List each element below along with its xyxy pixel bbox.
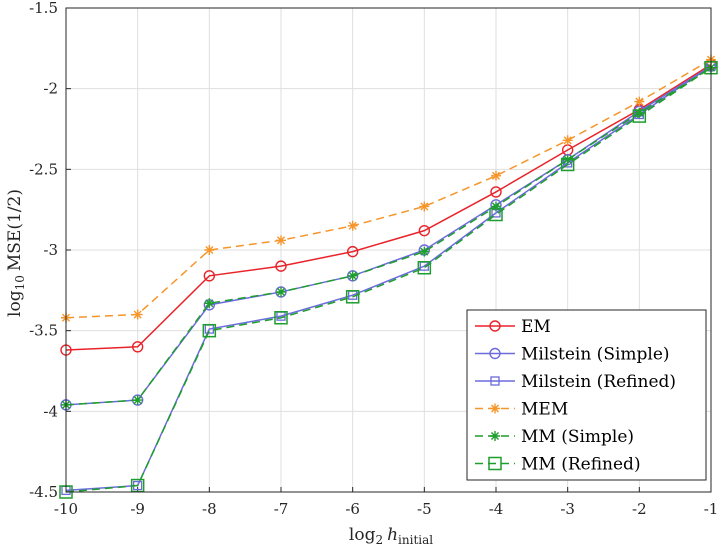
data-point-asterisk (562, 135, 573, 146)
data-point-square (488, 456, 502, 471)
legend-entry: MM (Refined) (475, 455, 641, 475)
legend-entry: MEM (475, 400, 568, 420)
series-line (65, 63, 712, 351)
legend-label: MEM (521, 400, 568, 420)
y-tick-label: -3 (43, 241, 58, 259)
legend-label: EM (521, 317, 551, 337)
series-line (65, 67, 712, 406)
data-point-asterisk (419, 201, 430, 212)
y-axis-label: log10MSE(1/2) (5, 189, 27, 317)
y-tick-label: -4 (43, 402, 58, 420)
data-point-asterisk (419, 246, 430, 257)
data-point-asterisk (276, 235, 286, 246)
y-tick-label: -1.5 (29, 0, 58, 17)
data-point-circle (131, 341, 144, 353)
legend-entry: EM (475, 317, 551, 337)
x-tick-label: -8 (202, 500, 217, 518)
series-line (65, 67, 712, 493)
data-point-asterisk (276, 286, 286, 297)
data-point-asterisk (347, 270, 358, 281)
series-line (65, 58, 712, 319)
data-point-circle (489, 320, 501, 332)
data-point-square (560, 157, 575, 172)
legend-entry: MM (Simple) (475, 427, 634, 447)
data-point-asterisk (491, 170, 501, 181)
x-axis-label: log2 hinitial (349, 525, 433, 547)
data-point-asterisk (491, 201, 501, 212)
y-tick-label: -3.5 (29, 322, 58, 340)
legend-label: MM (Simple) (521, 427, 634, 447)
data-point-asterisk (490, 431, 500, 441)
x-tick-label: -2 (632, 500, 647, 518)
data-point-circle (275, 260, 287, 272)
x-tick-label: -9 (130, 500, 145, 518)
legend-box (466, 309, 707, 481)
x-tick-label: -5 (417, 500, 432, 518)
data-point-asterisk (347, 220, 358, 231)
legend-label: Milstein (Simple) (521, 345, 670, 365)
data-point-asterisk (132, 309, 143, 320)
data-point-circle (490, 186, 502, 198)
legend-entry: Milstein (Refined) (475, 372, 676, 392)
data-point-square (345, 290, 360, 304)
data-point-circle (346, 245, 359, 258)
data-point-asterisk (204, 298, 215, 309)
data-point-asterisk (634, 107, 645, 118)
x-tick-label: -4 (489, 500, 504, 518)
data-point-asterisk (634, 96, 645, 107)
data-point-asterisk (204, 245, 215, 255)
data-point-asterisk (490, 403, 500, 414)
data-point-square (202, 323, 217, 338)
data-point-square (489, 207, 503, 222)
data-point-circle (203, 270, 216, 282)
y-tick-label: -2.5 (29, 160, 58, 178)
data-point-asterisk (562, 154, 573, 165)
y-tick-label: -4.5 (29, 483, 58, 501)
data-point-square (274, 311, 288, 325)
legend: EM Milstein (Simple) Milstein (Refined) MEM… (466, 309, 707, 481)
series-mem (61, 54, 716, 323)
series-mm-refined (59, 60, 718, 499)
x-tick-label: -3 (560, 500, 575, 518)
data-point-asterisk (132, 395, 143, 406)
y-tick-label: -2 (43, 80, 58, 98)
plot-frame (65, 7, 712, 493)
tick-labels: -10 -9 -8 -7 -6 -5 -4 -3 -2 -1 -1.5 -2 -2.5 -3 -3.5 -4 -… (29, 0, 718, 518)
x-tick-label: -10 (54, 500, 78, 518)
legend-label: Milstein (Refined) (521, 372, 676, 392)
data-point-circle (418, 224, 431, 237)
legend-entry: Milstein (Simple) (475, 345, 670, 365)
data-point-square (632, 109, 647, 123)
data-point-square (490, 376, 500, 386)
data-point-circle (489, 347, 501, 360)
x-tick-label: -7 (274, 500, 289, 518)
data-point-square (417, 260, 432, 275)
x-tick-label: -1 (704, 500, 718, 518)
legend-label: MM (Refined) (521, 455, 641, 475)
x-tick-label: -6 (345, 500, 360, 518)
